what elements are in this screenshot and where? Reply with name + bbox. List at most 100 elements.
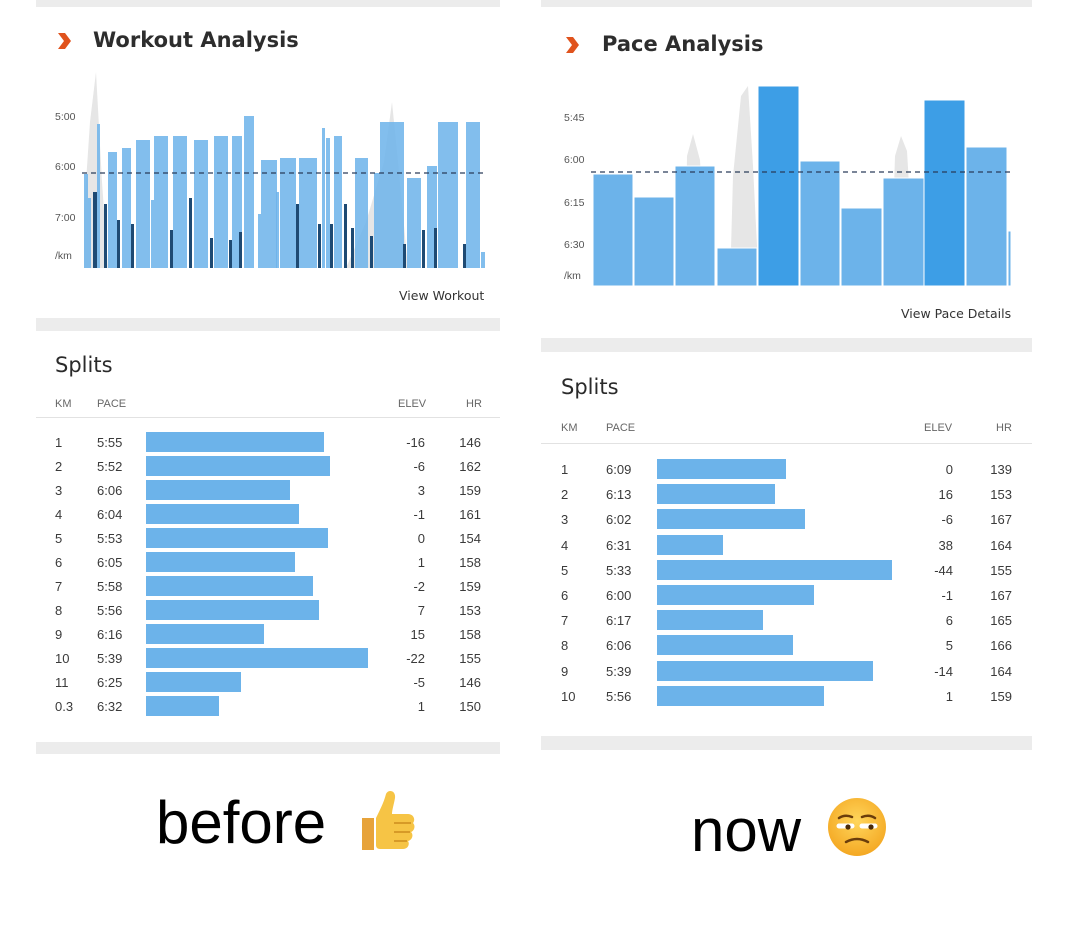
elev-cell: 7: [417, 603, 425, 618]
table-row: 9 5:39 -14 164: [541, 660, 1032, 683]
pace-bar: [146, 672, 241, 692]
hr-cell: 158: [459, 627, 481, 642]
pace-cell: 6:17: [606, 613, 632, 629]
hr-cell: 146: [459, 675, 481, 690]
elev-cell: -16: [406, 435, 425, 450]
pace-bar: [104, 204, 107, 268]
pace-cell: 6:04: [97, 507, 123, 522]
pace-bar: [97, 124, 100, 268]
pace-bar: [403, 244, 406, 268]
chevron-right-icon: [566, 37, 579, 53]
table-row: 10 5:56 1 159: [541, 685, 1032, 708]
km-cell: 9: [55, 627, 63, 642]
elev-cell: 1: [417, 699, 425, 714]
pace-analysis-chart: 5:45 6:00 6:15 6:30/km: [564, 85, 1013, 287]
pace-bar: [330, 224, 333, 268]
elev-cell: 16: [938, 487, 953, 503]
hr-cell: 155: [990, 562, 1012, 578]
pace-analysis-title: Pace Analysis: [602, 32, 764, 56]
pace-bar: [232, 136, 242, 268]
hr-cell: 154: [459, 531, 481, 546]
hr-cell: 146: [459, 435, 481, 450]
pace-bar: [407, 178, 421, 268]
pace-bar: [427, 166, 437, 268]
pace-bar: [117, 220, 120, 268]
section-divider: [541, 338, 1032, 352]
pace-bar: [657, 660, 873, 681]
pace-cell: 6:00: [606, 588, 632, 603]
before-caption: before: [156, 789, 327, 856]
pace-cell: 5:39: [97, 651, 123, 666]
pace-bar: [716, 247, 758, 287]
pace-cell: 5:58: [97, 579, 123, 594]
pace-bar: [296, 204, 299, 268]
hr-cell: 159: [459, 483, 481, 498]
splits-title: Splits: [55, 353, 113, 377]
km-cell: 2: [561, 487, 569, 503]
unamused-face-icon: [828, 798, 886, 856]
km-cell: 10: [55, 651, 70, 666]
pace-bar: [229, 240, 232, 268]
hr-cell: 162: [459, 459, 481, 474]
y-tick-label: 6:00: [564, 154, 585, 166]
view-pace-details-link[interactable]: View Pace Details: [901, 306, 1012, 321]
pace-bar: [136, 140, 150, 268]
table-row: 7 6:17 6 165: [541, 610, 1032, 632]
pace-bar: [657, 685, 824, 706]
y-tick-label: 7:00: [55, 212, 76, 224]
pace-cell: 5:56: [606, 688, 632, 704]
elev-cell: 0: [417, 531, 425, 546]
hr-header: HR: [466, 398, 482, 410]
view-workout-link[interactable]: View Workout: [399, 288, 485, 303]
table-row: 7 5:58 -2 159: [36, 576, 500, 598]
pace-bar: [657, 585, 814, 605]
hr-cell: 166: [990, 638, 1012, 654]
top-divider: [541, 0, 1032, 7]
pace-bar: [131, 224, 134, 268]
pace-bar: [322, 128, 325, 268]
table-row: 4 6:31 38 164: [541, 534, 1032, 557]
pace-bar: [422, 230, 425, 268]
pace-bar: [657, 534, 723, 555]
table-row: 2 5:52 -6 162: [36, 456, 500, 478]
pace-bar: [146, 432, 324, 452]
pace-bar: [351, 228, 354, 268]
pace-bar: [344, 204, 347, 268]
chevron-right-icon: [58, 33, 71, 49]
pace-bar: [146, 456, 330, 476]
y-tick-label: 6:15: [564, 197, 585, 209]
pace-bar: [146, 480, 290, 500]
pace-bar: [146, 600, 319, 620]
bottom-divider: [36, 742, 500, 754]
elev-cell: -44: [934, 562, 953, 578]
elev-cell: -22: [406, 651, 425, 666]
pace-cell: 5:56: [97, 603, 123, 618]
pace-bar: [146, 504, 299, 524]
km-cell: 11: [55, 675, 69, 690]
pace-bar: [170, 230, 173, 268]
pace-bar: [334, 136, 342, 268]
hr-cell: 167: [990, 588, 1012, 603]
pace-bar: [318, 224, 321, 268]
km-header: KM: [55, 398, 72, 410]
pace-bar: [88, 198, 91, 268]
pace-bar: [1007, 230, 1012, 287]
pace-cell: 5:52: [97, 459, 123, 474]
pace-bar: [463, 244, 466, 268]
hr-header: HR: [996, 422, 1012, 434]
km-cell: 3: [561, 512, 569, 528]
table-row: 1 5:55 -16 146: [36, 432, 500, 454]
pace-bar: [146, 696, 219, 716]
pace-bar: [151, 200, 154, 268]
table-row: 6 6:05 1 158: [36, 552, 500, 574]
pace-bar: [258, 214, 261, 268]
pace-bar: [84, 174, 88, 268]
elev-cell: -14: [934, 663, 953, 679]
table-row: 4 6:04 -1 161: [36, 504, 500, 526]
elev-cell: 3: [417, 483, 425, 498]
km-cell: 7: [55, 579, 63, 594]
now-caption: now: [691, 797, 802, 864]
pace-cell: 6:13: [606, 487, 632, 503]
table-row: 8 6:06 5 166: [541, 635, 1032, 657]
table-row: 11 6:25 -5 146: [36, 672, 500, 694]
